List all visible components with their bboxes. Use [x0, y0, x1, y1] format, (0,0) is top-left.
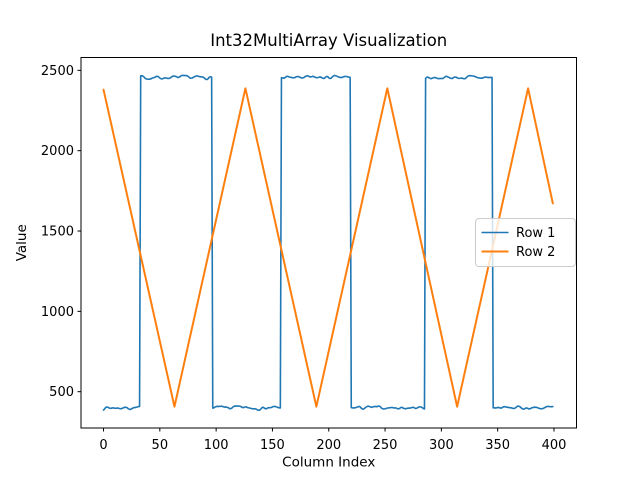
x-tick-label: 300	[429, 438, 454, 453]
y-axis-label: Value	[14, 224, 30, 261]
legend-label-2: Row 2	[516, 245, 555, 260]
x-tick-label: 250	[373, 438, 398, 453]
y-tick-label: 1500	[41, 225, 74, 240]
y-tick-label: 2500	[41, 64, 74, 79]
x-tick-label: 100	[204, 438, 229, 453]
legend-box	[475, 218, 576, 267]
series-line-2	[102, 87, 554, 408]
plot-series	[102, 74, 554, 412]
x-tick-label: 150	[260, 438, 285, 453]
legend-label-1: Row 1	[516, 226, 555, 241]
legend: Row 1 Row 2	[475, 218, 576, 267]
chart-title: Int32MultiArray Visualization	[210, 31, 447, 50]
x-tick-label: 350	[485, 438, 510, 453]
x-tick-label: 200	[316, 438, 341, 453]
x-tick-label: 0	[99, 438, 107, 453]
x-tick-label: 400	[542, 438, 567, 453]
y-tick-label: 500	[49, 385, 74, 400]
plot-area-border	[80, 57, 577, 429]
y-tick-label: 2000	[41, 144, 74, 159]
x-tick-label: 50	[152, 438, 169, 453]
y-tick-label: 1000	[41, 305, 74, 320]
series-line-1	[102, 74, 554, 412]
axis-ticks: 0 50 100 150 200 250 300 350 400 500 1000 1500 2000 2…	[41, 64, 566, 453]
x-axis-label: Column Index	[282, 455, 375, 471]
